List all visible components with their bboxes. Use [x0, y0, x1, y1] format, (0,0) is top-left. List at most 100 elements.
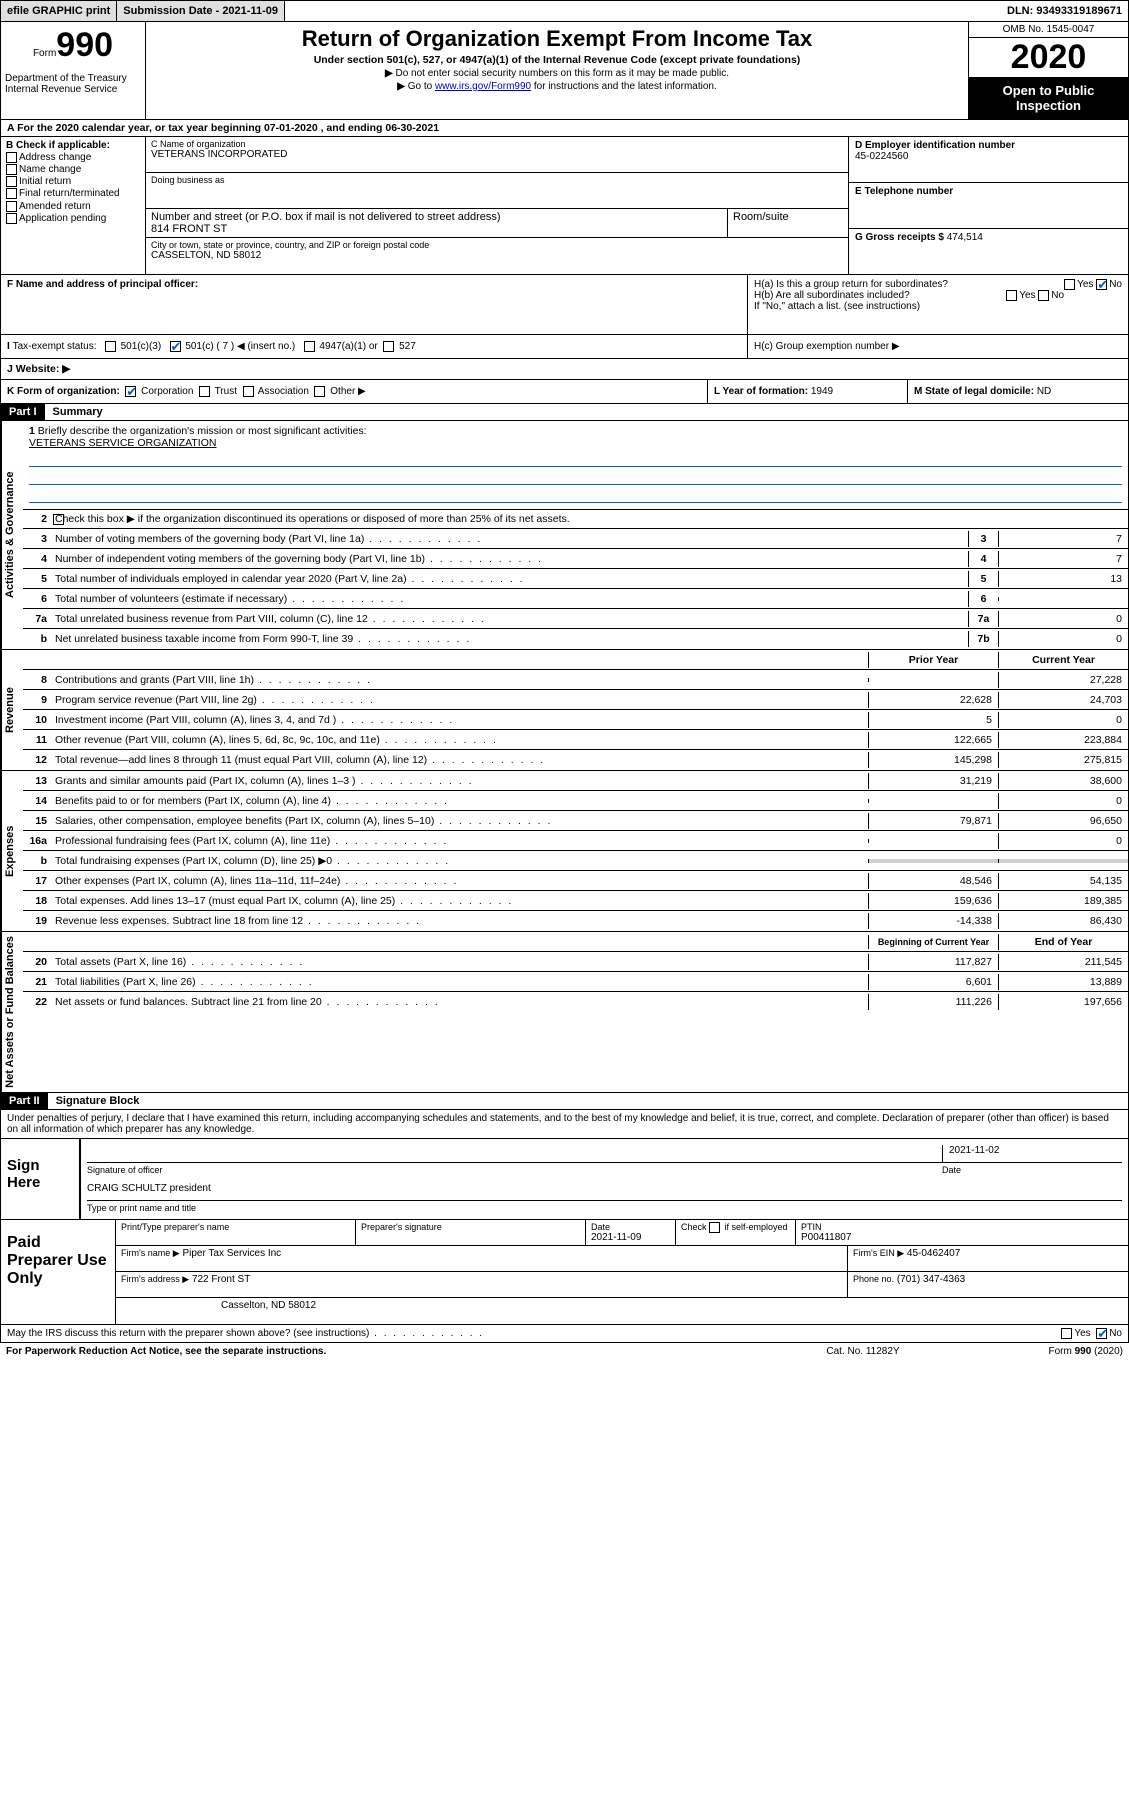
note-goto-pre: Go to	[408, 81, 435, 92]
paperwork-left: For Paperwork Reduction Act Notice, see …	[6, 1346, 763, 1357]
hdr-begin-year: Beginning of Current Year	[868, 935, 998, 949]
lbl-assoc: Association	[258, 386, 309, 397]
lbl-trust: Trust	[215, 386, 237, 397]
hb-yes[interactable]	[1006, 290, 1017, 301]
q1-mission: Briefly describe the organization's miss…	[38, 425, 367, 437]
prep-date-val: 2021-11-09	[591, 1232, 670, 1243]
efile-btn[interactable]: efile GRAPHIC print	[1, 1, 117, 21]
summary-row: 12Total revenue—add lines 8 through 11 (…	[23, 750, 1128, 770]
officer-name-cap: Type or print name and title	[87, 1203, 1122, 1213]
hb-lbl: H(b) Are all subordinates included?	[754, 290, 910, 301]
hdr-end-year: End of Year	[998, 934, 1128, 950]
sign-here-lbl: Sign Here	[1, 1139, 81, 1219]
form-title: Return of Organization Exempt From Incom…	[154, 26, 960, 52]
cb-self-employed[interactable]	[709, 1222, 720, 1233]
row-klm: K Form of organization: Corporation Trus…	[0, 380, 1129, 404]
cb-app-pending[interactable]	[6, 213, 17, 224]
hb-yes-lbl: Yes	[1019, 290, 1035, 301]
firm-addr-lbl: Firm's address ▶	[121, 1274, 189, 1284]
summary-row: 8Contributions and grants (Part VIII, li…	[23, 670, 1128, 690]
cb-corp[interactable]	[125, 386, 136, 397]
row-j-website: J Website: ▶	[0, 359, 1129, 380]
firm-ein-lbl: Firm's EIN ▶	[853, 1248, 904, 1258]
cb-501c[interactable]	[170, 341, 181, 352]
hb-no-lbl: No	[1051, 290, 1064, 301]
lbl-amended: Amended return	[19, 201, 91, 212]
summary-row: 14Benefits paid to or for members (Part …	[23, 791, 1128, 811]
ha-no-lbl: No	[1109, 279, 1122, 290]
paid-preparer-block: Paid Preparer Use Only Print/Type prepar…	[0, 1220, 1129, 1325]
summary-row: 13Grants and similar amounts paid (Part …	[23, 771, 1128, 791]
ha-yes[interactable]	[1064, 279, 1075, 290]
discuss-no[interactable]	[1096, 1328, 1107, 1339]
signature-declaration: Under penalties of perjury, I declare th…	[0, 1110, 1129, 1139]
paid-prep-lbl: Paid Preparer Use Only	[1, 1220, 116, 1324]
cb-address-change[interactable]	[6, 152, 17, 163]
part2-header: Part II Signature Block	[0, 1093, 1129, 1110]
cb-initial-return[interactable]	[6, 176, 17, 187]
form-number: 990	[56, 26, 113, 64]
cb-527[interactable]	[383, 341, 394, 352]
part2-tag: Part II	[1, 1093, 48, 1109]
org-city: CASSELTON, ND 58012	[151, 250, 843, 261]
org-name: VETERANS INCORPORATED	[151, 149, 843, 160]
lbl-527: 527	[399, 341, 416, 352]
lbl-initial-return: Initial return	[19, 176, 71, 187]
cb-assoc[interactable]	[243, 386, 254, 397]
firm-name: Piper Tax Services Inc	[182, 1248, 281, 1259]
cb-501c3[interactable]	[105, 341, 116, 352]
lbl-other: Other ▶	[330, 386, 365, 397]
prep-sig-hdr: Preparer's signature	[361, 1222, 580, 1232]
cb-final-return[interactable]	[6, 188, 17, 199]
row-i-hc: I Tax-exempt status: 501(c)(3) 501(c) ( …	[0, 335, 1129, 359]
form-header: Form990 Department of the Treasury Inter…	[0, 22, 1129, 120]
g-receipts-lbl: G Gross receipts $	[855, 232, 947, 243]
prep-name-hdr: Print/Type preparer's name	[121, 1222, 350, 1232]
row-f-h: F Name and address of principal officer:…	[0, 275, 1129, 335]
cb-amended[interactable]	[6, 201, 17, 212]
cb-trust[interactable]	[199, 386, 210, 397]
ptin-hdr: PTIN	[801, 1222, 1123, 1232]
firm-phone: (701) 347-4363	[897, 1274, 965, 1285]
ein-value: 45-0224560	[855, 151, 1122, 162]
cb-other[interactable]	[314, 386, 325, 397]
hdr-current-year: Current Year	[998, 652, 1128, 668]
tax-exempt-lbl: Tax-exempt status:	[13, 341, 97, 352]
form990-link[interactable]: www.irs.gov/Form990	[435, 81, 531, 92]
cb-name-change[interactable]	[6, 164, 17, 175]
prep-selfemp-hdr: Check	[681, 1222, 709, 1232]
summary-row: bNet unrelated business taxable income f…	[23, 629, 1128, 649]
summary-row: 19Revenue less expenses. Subtract line 1…	[23, 911, 1128, 931]
cb-discontinued[interactable]	[53, 514, 64, 525]
summary-row: 3Number of voting members of the governi…	[23, 529, 1128, 549]
discuss-no-lbl: No	[1109, 1328, 1122, 1339]
q2-checkbox: Check this box ▶ if the organization dis…	[51, 511, 1128, 527]
open-public: Open to Public Inspection	[969, 77, 1128, 119]
summary-row: 9Program service revenue (Part VIII, lin…	[23, 690, 1128, 710]
mission-text: VETERANS SERVICE ORGANIZATION	[29, 437, 216, 449]
ha-no[interactable]	[1096, 279, 1107, 290]
firm-addr1: 722 Front ST	[192, 1274, 250, 1285]
firm-addr2: Casselton, ND 58012	[221, 1300, 316, 1311]
org-address: 814 FRONT ST	[151, 223, 722, 235]
lbl-address-change: Address change	[19, 152, 91, 163]
cb-4947[interactable]	[304, 341, 315, 352]
summary-row: 6Total number of volunteers (estimate if…	[23, 589, 1128, 609]
summary-row: bTotal fundraising expenses (Part IX, co…	[23, 851, 1128, 871]
ha-lbl: H(a) Is this a group return for subordin…	[754, 279, 948, 290]
discuss-row: May the IRS discuss this return with the…	[0, 1325, 1129, 1343]
year-formation: 1949	[811, 386, 833, 397]
lbl-501c3: 501(c)(3)	[121, 341, 162, 352]
discuss-yes[interactable]	[1061, 1328, 1072, 1339]
summary-row: 16aProfessional fundraising fees (Part I…	[23, 831, 1128, 851]
sign-date: 2021-11-02	[942, 1145, 1122, 1162]
summary-row: 11Other revenue (Part VIII, column (A), …	[23, 730, 1128, 750]
firm-name-lbl: Firm's name ▶	[121, 1248, 180, 1258]
f-officer-lbl: F Name and address of principal officer:	[7, 279, 198, 290]
hb-note: If "No," attach a list. (see instruction…	[754, 301, 1122, 312]
summary-row: 22Net assets or fund balances. Subtract …	[23, 992, 1128, 1012]
state-domicile: ND	[1037, 386, 1051, 397]
prep-date-hdr: Date	[591, 1222, 670, 1232]
note-ssn: Do not enter social security numbers on …	[395, 68, 728, 79]
hb-no[interactable]	[1038, 290, 1049, 301]
